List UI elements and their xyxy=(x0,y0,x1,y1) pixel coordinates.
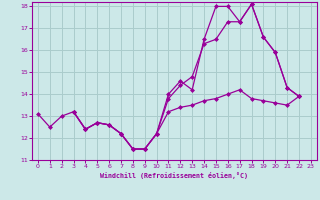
X-axis label: Windchill (Refroidissement éolien,°C): Windchill (Refroidissement éolien,°C) xyxy=(100,172,248,179)
